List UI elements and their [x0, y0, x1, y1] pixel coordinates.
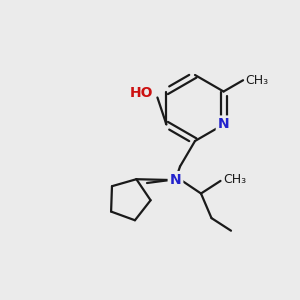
Text: CH₃: CH₃ [245, 74, 268, 87]
Text: CH₃: CH₃ [223, 173, 246, 186]
Text: N: N [170, 173, 181, 187]
Text: HO: HO [129, 86, 153, 100]
Text: N: N [218, 118, 230, 131]
